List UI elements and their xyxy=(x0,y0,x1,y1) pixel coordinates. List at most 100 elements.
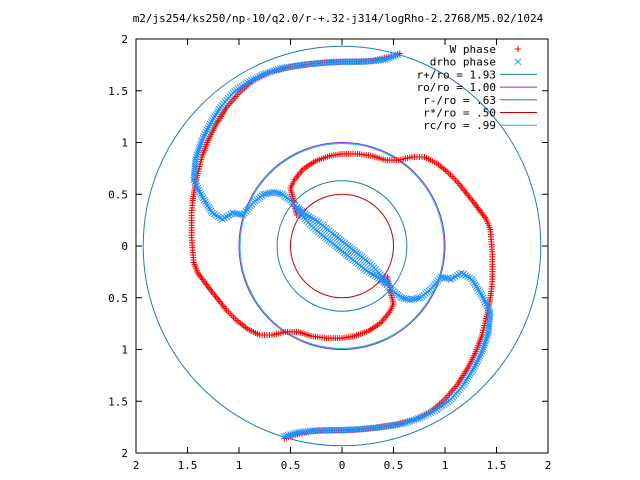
y-tick-label: 0 xyxy=(121,240,128,253)
drho-phase-point xyxy=(484,331,491,339)
drho-phase-point xyxy=(437,273,445,281)
drho-phase-point xyxy=(439,274,447,281)
reference-circle xyxy=(239,143,445,349)
legend-marker xyxy=(515,46,521,52)
drho-phase-point xyxy=(264,190,272,197)
drho-phase-point xyxy=(272,66,280,74)
drho-phase-point xyxy=(199,135,207,142)
drho-phase-point xyxy=(233,210,241,218)
drho-phase-point xyxy=(478,292,486,300)
drho-phase-point xyxy=(421,412,428,420)
drho-phase-point xyxy=(193,151,201,159)
drho-phase-point xyxy=(235,210,243,218)
drho-phase-point xyxy=(414,415,422,422)
drho-phase-point xyxy=(260,70,268,78)
drho-phase-point xyxy=(412,295,420,302)
drho-phase-point xyxy=(443,274,451,282)
drho-phase-point xyxy=(429,408,436,415)
drho-phase-point xyxy=(414,294,422,302)
drho-phase-point xyxy=(394,51,401,58)
x-tick-label: 1 xyxy=(442,459,449,472)
reference-circles xyxy=(142,45,542,447)
drho-phase-point xyxy=(433,406,441,413)
drho-phase-point xyxy=(256,72,263,80)
drho-phase-point xyxy=(418,413,426,421)
chart-title: m2/js254/ks250/np-10/q2.0/r-+.32-j314/lo… xyxy=(133,12,544,25)
drho-phase-point xyxy=(480,342,488,349)
drho-phase-point xyxy=(416,414,424,422)
drho-phase-point xyxy=(425,410,432,418)
drho-phase-point xyxy=(445,275,453,283)
x-tick-label: 2 xyxy=(133,459,140,472)
drho-phase-point xyxy=(197,139,205,146)
drho-phase-point xyxy=(243,79,251,86)
drho-phase-point xyxy=(483,302,491,310)
drho-phase-point xyxy=(285,431,292,439)
drho-phase-point xyxy=(278,190,286,198)
drho-phase-point xyxy=(479,346,487,353)
x-tick-label: 0.5 xyxy=(384,459,404,472)
drho-phase-point xyxy=(195,145,203,153)
drho-phase-point xyxy=(252,74,259,82)
legend-label: r+/ro = 1.93 xyxy=(417,68,496,81)
x-tick-label: 1.5 xyxy=(487,459,507,472)
drho-phase-point xyxy=(295,428,303,436)
legend-label: W phase xyxy=(450,43,496,56)
drho-phase-point xyxy=(200,132,208,140)
legend-label: r*/ro = .50 xyxy=(423,107,496,120)
drho-phase-point xyxy=(193,153,200,161)
drho-phase-point xyxy=(270,188,278,196)
legend-label: drho phase xyxy=(430,56,496,69)
legend-label: rc/ro = .99 xyxy=(423,119,496,132)
drho-phase-point xyxy=(195,186,203,194)
reference-circle xyxy=(276,180,408,312)
drho-phase-point xyxy=(471,362,479,370)
drho-phase-point xyxy=(204,124,212,132)
drho-phase-point xyxy=(386,54,393,62)
drho-phase-point xyxy=(441,274,449,282)
y-tick-label: 2 xyxy=(121,33,128,46)
y-tick-label: 0.5 xyxy=(108,292,128,305)
y-tick-label: 0.5 xyxy=(108,188,128,201)
legend-label: r-/ro = .63 xyxy=(423,94,496,107)
x-tick-label: 0.5 xyxy=(281,459,301,472)
x-tick-label: 2 xyxy=(545,459,552,472)
drho-phase-point xyxy=(266,189,274,197)
drho-phase-point xyxy=(473,358,481,366)
y-tick-label: 1 xyxy=(121,137,128,150)
drho-phase-point xyxy=(423,411,430,419)
drho-phase-point xyxy=(478,348,486,355)
drho-phase-point xyxy=(194,184,202,192)
drho-phase-point xyxy=(482,300,490,308)
data-points xyxy=(188,50,496,442)
drho-phase-point xyxy=(197,190,205,198)
drho-phase-point xyxy=(202,128,210,136)
drho-phase-point xyxy=(283,432,290,440)
legend-label: ro/ro = 1.00 xyxy=(417,81,496,94)
drho-phase-point xyxy=(400,294,408,302)
drho-phase-point xyxy=(412,415,420,423)
drho-phase-point xyxy=(406,296,414,304)
drho-phase-point xyxy=(270,67,278,75)
drho-phase-point xyxy=(195,147,202,155)
drho-phase-point xyxy=(274,66,282,73)
drho-phase-point xyxy=(268,68,276,75)
drho-phase-point xyxy=(287,431,294,439)
drho-phase-point xyxy=(480,344,487,351)
drho-phase-point xyxy=(274,189,282,197)
drho-phase-point xyxy=(475,354,483,362)
drho-phase-point xyxy=(390,52,397,60)
drho-phase-point xyxy=(248,77,255,84)
y-tick-label: 1.5 xyxy=(108,85,128,98)
drho-phase-point xyxy=(482,335,490,343)
drho-phase-point xyxy=(262,70,270,77)
drho-phase-point xyxy=(254,73,261,81)
drho-phase-point xyxy=(193,182,201,190)
drho-phase-point xyxy=(381,56,389,64)
drho-phase-point xyxy=(484,304,492,312)
drho-phase-point xyxy=(408,296,416,303)
drho-phase-point xyxy=(383,55,391,63)
x-tick-label: 1 xyxy=(236,459,243,472)
drho-phase-point xyxy=(472,360,480,368)
